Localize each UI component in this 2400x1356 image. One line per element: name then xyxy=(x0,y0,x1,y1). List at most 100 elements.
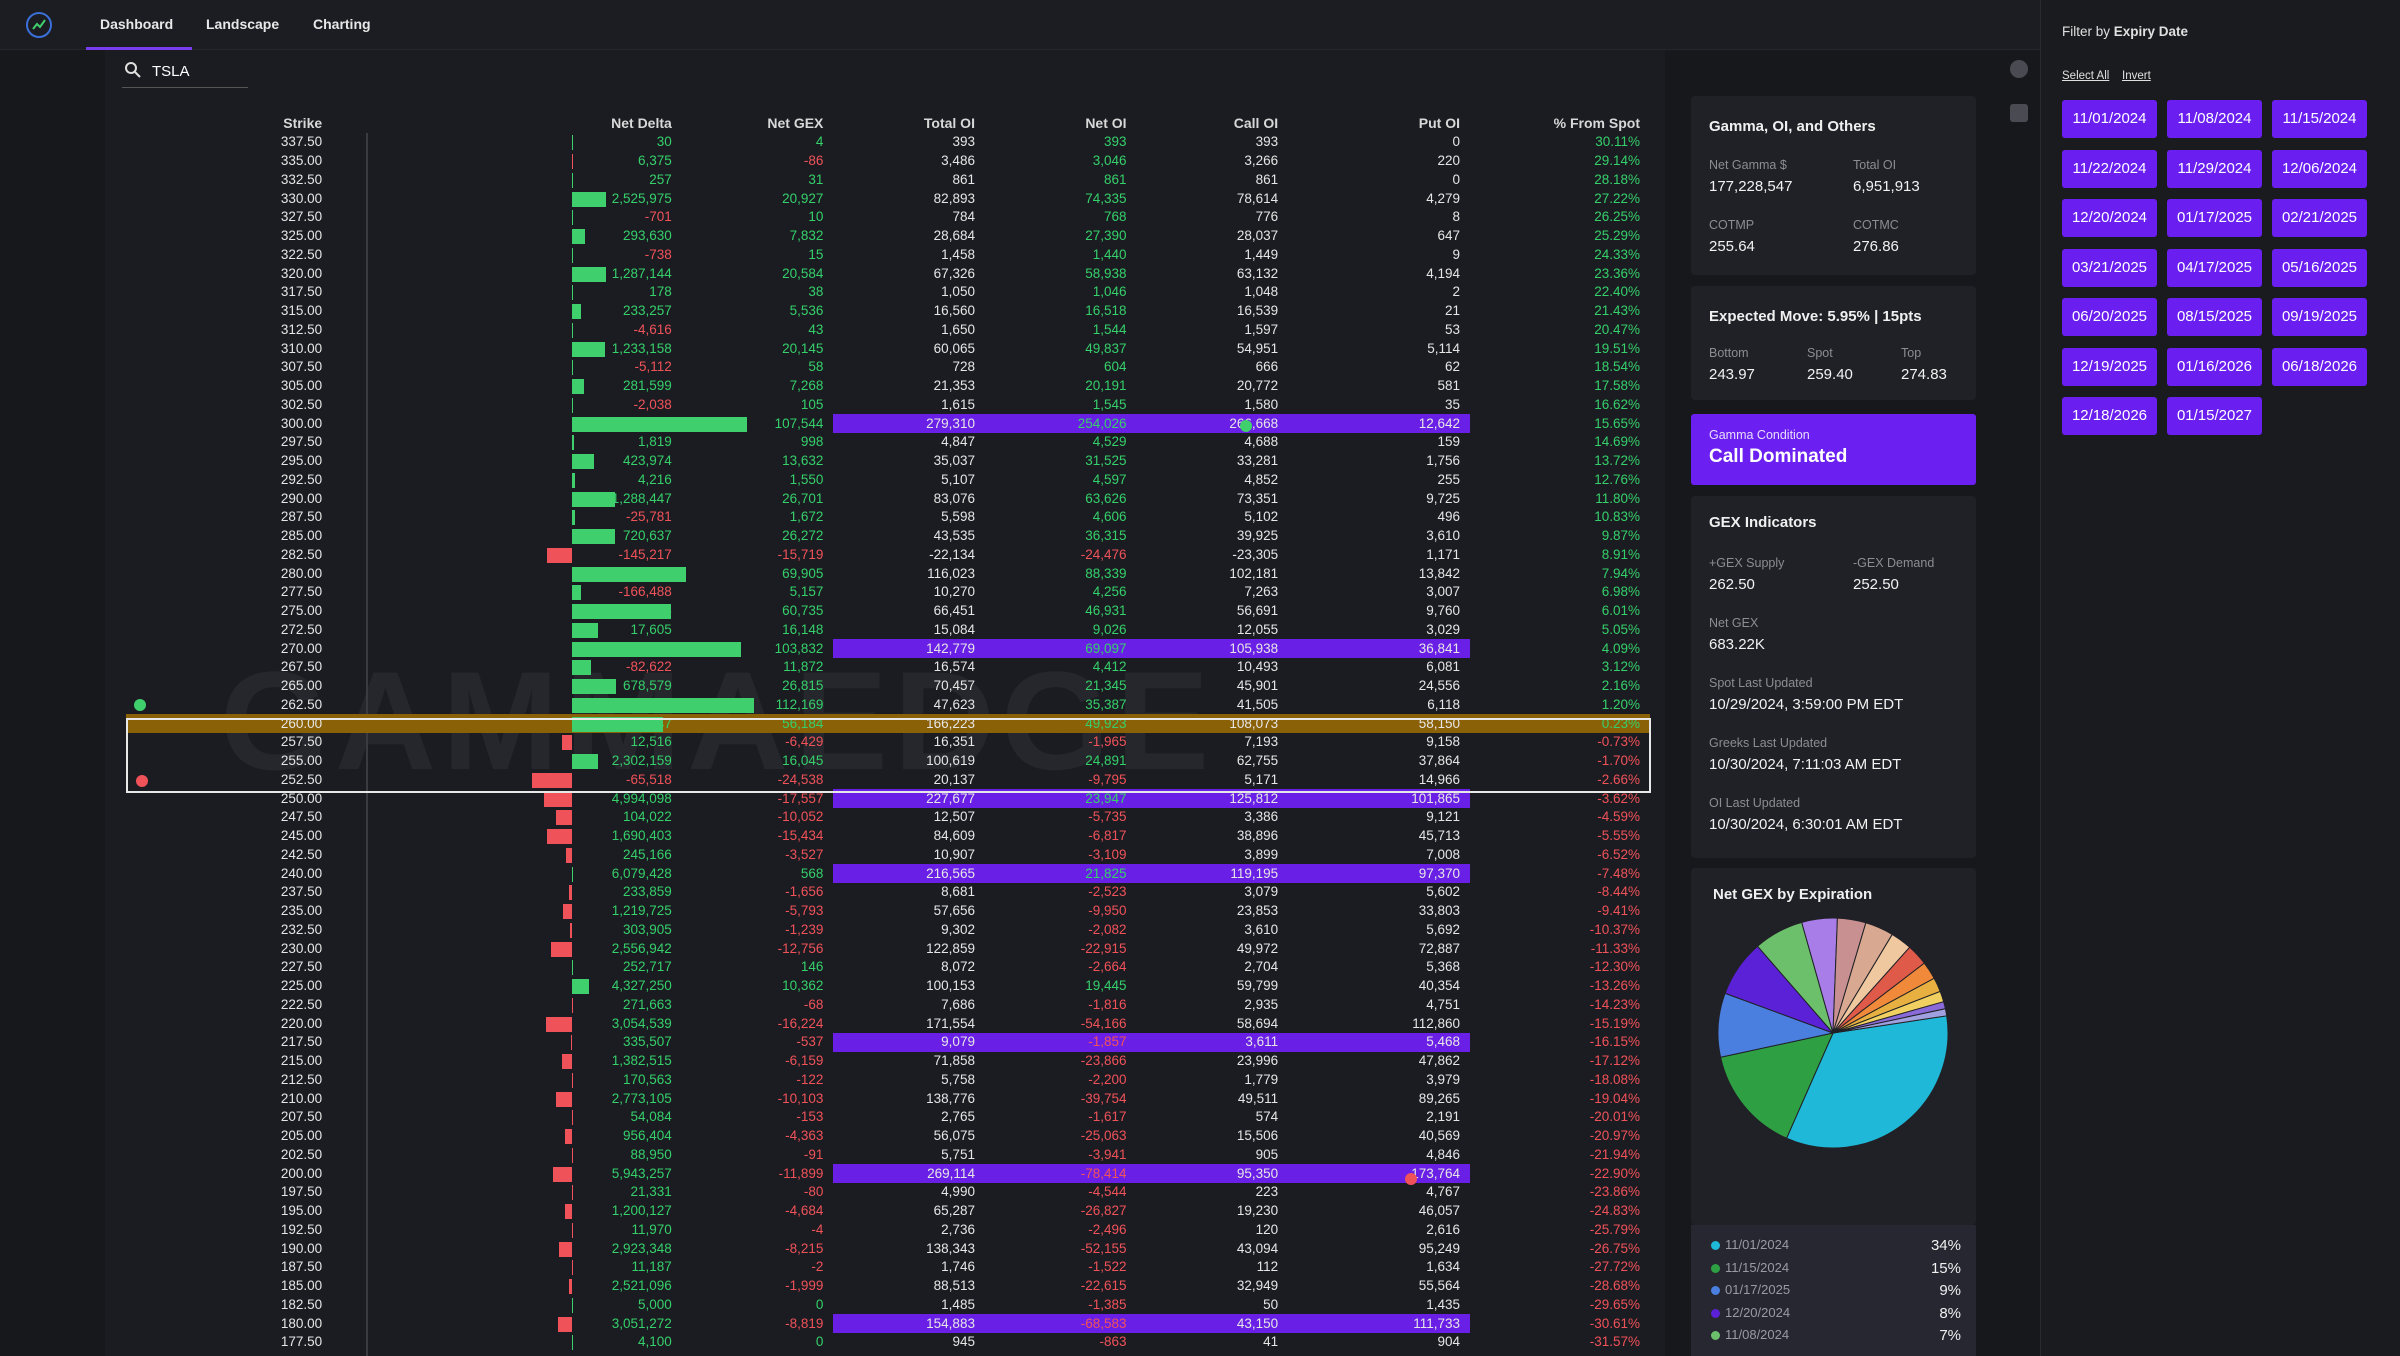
expiry-date-button[interactable]: 09/19/2025 xyxy=(2272,298,2367,336)
table-row[interactable]: 277.50 -166,488 5,157 10,270 4,256 7,263 3,007… xyxy=(126,583,1650,602)
table-row[interactable]: 240.00 6,079,428 568 216,565 21,825 119,195 97… xyxy=(126,864,1650,883)
table-row[interactable]: 327.50 -701 10 784 768 776 8 26.25% xyxy=(126,208,1650,227)
table-row[interactable]: 322.50 -738 15 1,458 1,440 1,449 9 24.33% xyxy=(126,246,1650,265)
tab-charting[interactable]: Charting xyxy=(313,16,371,32)
table-row[interactable]: 287.50 -25,781 1,672 5,598 4,606 5,102 496 10.8… xyxy=(126,508,1650,527)
expiry-date-button[interactable]: 03/21/2025 xyxy=(2062,248,2157,287)
table-row[interactable]: 307.50 -5,112 58 728 604 666 62 18.54% xyxy=(126,358,1650,377)
table-row[interactable]: 185.00 2,521,096 -1,999 88,513 -22,615 32,949… xyxy=(126,1277,1650,1296)
table-row[interactable]: 237.50 233,859 -1,656 8,681 -2,523 3,079 5,602… xyxy=(126,883,1650,902)
table-row[interactable]: 317.50 178 38 1,050 1,046 1,048 2 22.40% xyxy=(126,283,1650,302)
ticker-input[interactable] xyxy=(152,60,244,82)
table-row[interactable]: 222.50 271,663 -68 7,686 -1,816 2,935 4,751 -14… xyxy=(126,996,1650,1015)
table-row[interactable]: 300.007,848,806107,544279,310254,026266,… xyxy=(126,414,1650,433)
table-row[interactable]: 235.00 1,219,725 -5,793 57,656 -9,950 23,853 3… xyxy=(126,902,1650,921)
expiry-date-button[interactable]: 11/29/2024 xyxy=(2167,149,2262,188)
tab-landscape[interactable]: Landscape xyxy=(206,16,280,32)
legend-item[interactable]: 12/20/2024 8% xyxy=(1711,1303,1961,1325)
table-row[interactable]: 325.00 293,630 7,832 28,684 27,390 28,037 647 2… xyxy=(126,227,1650,246)
table-row[interactable]: 280.002,886,87969,905116,02388,339102,18… xyxy=(126,564,1650,583)
col-total-oi[interactable]: Total OI xyxy=(923,115,975,131)
expiry-date-button[interactable]: 11/15/2024 xyxy=(2272,100,2367,138)
table-row[interactable]: 305.00 281,599 7,268 21,353 20,191 20,772 581 1… xyxy=(126,377,1650,396)
table-row[interactable]: 282.50 -145,217 -15,719 -22,134 -24,476 -23,3… xyxy=(126,546,1650,565)
col-pct-from-spot[interactable]: % From Spot xyxy=(1553,115,1640,131)
table-row[interactable]: 285.00 720,637 26,272 43,535 36,315 39,925 3,6… xyxy=(126,527,1650,546)
invert-link[interactable]: Invert xyxy=(2122,70,2151,82)
ticker-search[interactable] xyxy=(122,58,248,88)
table-row[interactable]: 225.00 4,327,250 10,362 100,153 19,445 59,799… xyxy=(126,977,1650,996)
table-row[interactable]: 312.50 -4,616 43 1,650 1,544 1,597 53 20.47% xyxy=(126,321,1650,340)
next-arrow-icon[interactable] xyxy=(2010,60,2028,78)
table-row[interactable]: 302.50 -2,038 105 1,615 1,545 1,580 35 16.62% xyxy=(126,396,1650,415)
table-row[interactable]: 292.50 4,216 1,550 5,107 4,597 4,852 255 12.76% xyxy=(126,471,1650,490)
table-row[interactable]: 202.50 88,950 -91 5,751 -3,941 905 4,846 -21.94… xyxy=(126,1146,1650,1165)
table-row[interactable]: 205.00 956,404 -4,363 56,075 -25,063 15,506 40… xyxy=(126,1127,1650,1146)
tab-dashboard[interactable]: Dashboard xyxy=(100,16,174,32)
expiry-date-button[interactable]: 05/16/2025 xyxy=(2272,248,2367,287)
expiry-date-button[interactable]: 12/19/2025 xyxy=(2062,347,2157,386)
legend-item[interactable]: 01/17/2025 9% xyxy=(1711,1280,1961,1302)
table-row[interactable]: 190.00 2,923,348 -8,215 138,343 -52,155 43,09… xyxy=(126,1239,1650,1258)
expiry-date-button[interactable]: 12/06/2024 xyxy=(2272,149,2367,188)
table-row[interactable]: 242.50 245,166 -3,527 10,907 -3,109 3,899 7,00… xyxy=(126,846,1650,865)
table-row[interactable]: 315.00 233,257 5,536 16,560 16,518 16,539 21 21… xyxy=(126,302,1650,321)
table-row[interactable]: 272.50 17,605 16,148 15,084 9,026 12,055 3,029… xyxy=(126,621,1650,640)
expiry-date-button[interactable]: 08/15/2025 xyxy=(2167,298,2262,336)
expiry-date-button[interactable]: 01/16/2026 xyxy=(2167,347,2262,386)
table-row[interactable]: 230.00 2,556,942 -12,756 122,859 -22,915 49,9… xyxy=(126,939,1650,958)
table-row[interactable]: 275.00916,25860,73566,45146,93156,6919,7… xyxy=(126,602,1650,621)
expiry-date-button[interactable]: 06/20/2025 xyxy=(2062,298,2157,336)
table-row[interactable]: 192.50 11,970 -4 2,736 -2,496 120 2,616 -25.79% xyxy=(126,1221,1650,1240)
table-row[interactable]: 320.00 1,287,144 20,584 67,326 58,938 63,132 4… xyxy=(126,264,1650,283)
table-row[interactable]: 310.00 1,233,158 20,145 60,065 49,837 54,951 5… xyxy=(126,339,1650,358)
table-row[interactable]: 212.50 170,563 -122 5,758 -2,200 1,779 3,979 -1… xyxy=(126,1071,1650,1090)
table-row[interactable]: 332.50 257 31 861 861 861 0 28.18% xyxy=(126,171,1650,190)
col-put-oi[interactable]: Put OI xyxy=(1418,115,1461,131)
col-net-oi[interactable]: Net OI xyxy=(1085,115,1127,131)
col-call-oi[interactable]: Call OI xyxy=(1233,115,1279,131)
table-row[interactable]: 197.50 21,331 -80 4,990 -4,544 223 4,767 -23.86… xyxy=(126,1183,1650,1202)
expiry-date-button[interactable]: 12/18/2026 xyxy=(2062,397,2157,435)
select-all-link[interactable]: Select All xyxy=(2062,70,2110,82)
table-row[interactable]: 335.00 6,375 -86 3,486 3,046 3,266 220 29.14% xyxy=(126,152,1650,171)
table-row[interactable]: 227.50 252,717 146 8,072 -2,664 2,704 5,368 -12… xyxy=(126,958,1650,977)
table-row[interactable]: 187.50 11,187 -2 1,746 -1,522 112 1,634 -27.72% xyxy=(126,1258,1650,1277)
table-row[interactable]: 200.00 5,943,257 -11,899 269,114 -78,414 95,3… xyxy=(126,1164,1650,1183)
table-row[interactable]: 262.501,381,943112,16947,62335,38741,505… xyxy=(126,696,1650,715)
table-row[interactable]: 295.00 423,974 13,632 35,037 31,525 33,281 1,7… xyxy=(126,452,1650,471)
table-row[interactable]: 217.50 335,507 -537 9,079 -1,857 3,611 5,468 -1… xyxy=(126,1033,1650,1052)
expiry-date-button[interactable]: 12/20/2024 xyxy=(2062,199,2157,237)
table-row[interactable]: 207.50 54,084 -153 2,765 -1,617 574 2,191 -20.0… xyxy=(126,1108,1650,1127)
table-row[interactable]: 270.002,103,654103,832142,77969,097105,9… xyxy=(126,639,1650,658)
pie-slice[interactable] xyxy=(1720,1032,1834,1139)
expiry-date-button[interactable]: 01/15/2027 xyxy=(2167,397,2262,435)
expiry-date-button[interactable]: 06/18/2026 xyxy=(2272,347,2367,386)
table-row[interactable]: 245.00 1,690,403 -15,434 84,609 -6,817 38,896… xyxy=(126,827,1650,846)
table-row[interactable]: 177.50 4,100 0 945 -863 41 904 -31.57% xyxy=(126,1333,1650,1352)
camera-icon[interactable] xyxy=(2010,104,2028,122)
expiry-date-button[interactable]: 11/01/2024 xyxy=(2062,100,2157,138)
table-row[interactable]: 297.50 1,819 998 4,847 4,529 4,688 159 14.69% xyxy=(126,433,1650,452)
expiry-date-button[interactable]: 11/22/2024 xyxy=(2062,149,2157,188)
table-row[interactable]: 232.50 303,905 -1,239 9,302 -2,082 3,610 5,692… xyxy=(126,921,1650,940)
table-row[interactable]: 267.50 -82,622 11,872 16,574 4,412 10,493 6,08… xyxy=(126,658,1650,677)
table-row[interactable]: 252.50 -65,518 -24,538 20,137 -9,795 5,171 14,… xyxy=(126,771,1650,790)
expiry-date-button[interactable]: 04/17/2025 xyxy=(2167,248,2262,287)
pie-slice[interactable] xyxy=(1785,1015,1949,1149)
table-row[interactable]: 250.00 4,994,098 -17,557 227,677 23,947 125,8… xyxy=(126,789,1650,808)
table-row[interactable]: 215.00 1,382,515 -6,159 71,858 -23,866 23,996… xyxy=(126,1052,1650,1071)
table-row[interactable]: 195.00 1,200,127 -4,684 65,287 -26,827 19,230… xyxy=(126,1202,1650,1221)
table-row[interactable]: 260.003,453,84756,184166,22349,923108,07… xyxy=(126,714,1650,733)
col-strike[interactable]: Strike xyxy=(283,115,323,131)
table-row[interactable]: 330.00 2,525,975 20,927 82,893 74,335 78,614 4… xyxy=(126,189,1650,208)
table-row[interactable]: 182.50 5,000 0 1,485 -1,385 50 1,435 -29.65% xyxy=(126,1296,1650,1315)
expiry-date-button[interactable]: 02/21/2025 xyxy=(2272,199,2367,237)
table-row[interactable]: 255.00 2,302,159 16,045 100,619 24,891 62,755… xyxy=(126,752,1650,771)
legend-item[interactable]: 11/08/2024 7% xyxy=(1711,1325,1961,1347)
expiry-date-button[interactable]: 01/17/2025 xyxy=(2167,199,2262,237)
table-row[interactable]: 265.00 678,579 26,815 70,457 21,345 45,901 24,… xyxy=(126,677,1650,696)
col-net-delta[interactable]: Net Delta xyxy=(611,115,672,131)
table-row[interactable]: 180.00 3,051,272 -8,819 154,883 -68,583 43,15… xyxy=(126,1314,1650,1333)
table-row[interactable]: 247.50 104,022 -10,052 12,507 -5,735 3,386 9,1… xyxy=(126,808,1650,827)
